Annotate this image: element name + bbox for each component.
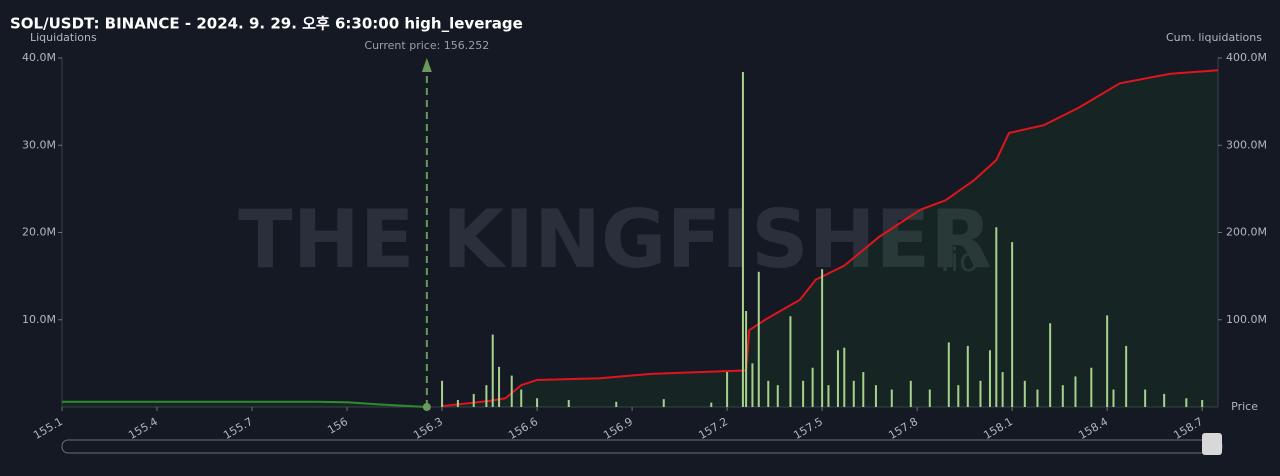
current-price-dot (422, 403, 431, 411)
bar (498, 366, 501, 407)
bar (890, 389, 893, 407)
bar (874, 385, 877, 407)
bar (745, 311, 748, 407)
watermark: THE KINGFISHER (238, 193, 992, 286)
bar (472, 393, 475, 407)
bar (510, 375, 513, 407)
x-axis-label: Price (1231, 400, 1258, 413)
line (62, 400, 427, 408)
bar (827, 385, 830, 407)
bar (1185, 398, 1188, 407)
bar (456, 400, 459, 407)
bar (615, 401, 618, 407)
area (62, 401, 427, 407)
bar (988, 350, 991, 407)
bar (928, 389, 931, 407)
bar (567, 400, 570, 407)
bar (1106, 315, 1109, 407)
y2-tick-label: 300.0M (1226, 138, 1267, 151)
bar (852, 380, 855, 407)
y-axis-label: Liquidations (30, 31, 97, 44)
bar (751, 363, 754, 407)
bar (966, 345, 969, 407)
bar (1144, 389, 1147, 407)
bar (957, 385, 960, 407)
bar (802, 380, 805, 407)
bar (909, 380, 912, 407)
y-tick-label: 40.0M (22, 51, 56, 64)
area (442, 70, 1218, 407)
bar (726, 372, 729, 407)
line (441, 69, 1219, 408)
bar (1090, 367, 1093, 407)
bar (1201, 400, 1204, 407)
bar (836, 350, 839, 407)
bar (862, 372, 865, 407)
bar (441, 380, 444, 407)
bar (1023, 380, 1026, 407)
bar (789, 316, 792, 407)
y2-tick-label: 100.0M (1226, 313, 1267, 326)
bar (1074, 376, 1077, 407)
y-tick-label: 30.0M (22, 138, 56, 151)
bar (1049, 323, 1052, 407)
bar (1001, 372, 1004, 407)
bar (947, 342, 950, 407)
bar (767, 380, 770, 407)
bar (1061, 385, 1064, 407)
bar (776, 385, 779, 407)
bar (710, 402, 713, 407)
bar (1036, 389, 1039, 407)
bar (811, 367, 814, 407)
bar (757, 271, 760, 407)
bar (979, 380, 982, 407)
current-price-arrow (421, 58, 432, 72)
bar (520, 389, 523, 407)
bar (995, 227, 998, 407)
bar (662, 399, 665, 407)
bar (1112, 389, 1115, 407)
bar (485, 385, 488, 407)
bar (1011, 242, 1014, 407)
bar (491, 334, 494, 407)
chart-title: SOL/USDT: BINANCE - 2024. 9. 29. 오후 6:30… (10, 15, 523, 33)
y2-tick-label: 400.0M (1226, 51, 1267, 64)
bar (1163, 393, 1166, 407)
y-tick-label: 10.0M (22, 313, 56, 326)
bar (821, 269, 824, 407)
scrollbar-handle[interactable] (1202, 433, 1222, 455)
y2-tick-label: 200.0M (1226, 226, 1267, 239)
y2-axis-label: Cum. liquidations (1166, 31, 1262, 44)
current-price-label: Current price: 156.252 (364, 39, 489, 52)
bar (1125, 345, 1128, 407)
bar (843, 347, 846, 407)
y-tick-label: 20.0M (22, 226, 56, 239)
bar (536, 398, 539, 407)
bar (741, 71, 744, 408)
watermark-suffix: .io (940, 241, 979, 279)
